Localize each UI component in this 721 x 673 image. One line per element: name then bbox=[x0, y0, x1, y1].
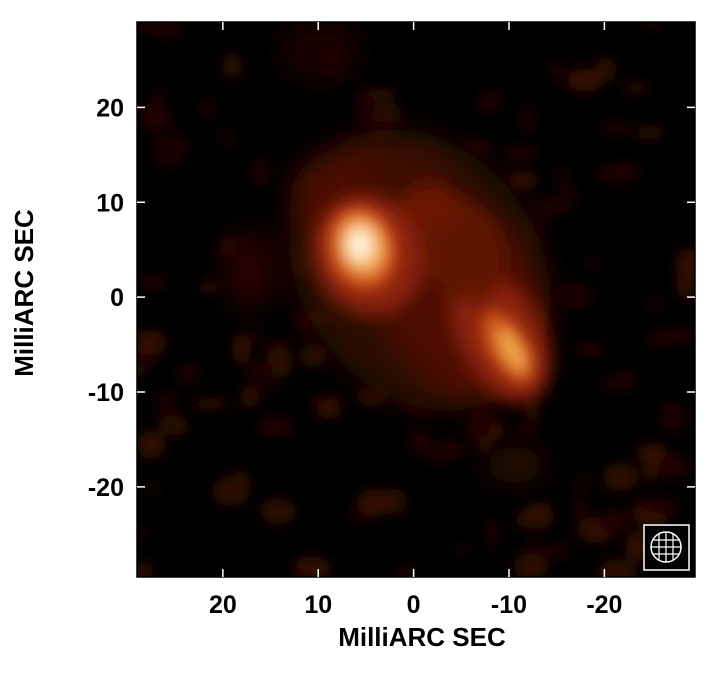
noise-blob bbox=[514, 423, 544, 436]
noise-blob bbox=[252, 159, 269, 188]
noise-blob bbox=[659, 402, 689, 432]
noise-blob bbox=[451, 544, 472, 556]
x-axis-title: MilliARC SEC bbox=[338, 622, 506, 652]
noise-blob bbox=[477, 90, 503, 115]
noise-blob bbox=[154, 390, 179, 420]
noise-blob bbox=[408, 428, 431, 457]
noise-blob bbox=[257, 416, 294, 436]
noise-blob bbox=[153, 133, 189, 167]
noise-blob bbox=[176, 363, 200, 385]
noise-blob bbox=[137, 431, 166, 459]
noise-blob bbox=[645, 331, 676, 347]
noise-blob bbox=[317, 398, 341, 420]
noise-blob bbox=[595, 167, 617, 181]
noise-blob bbox=[150, 91, 165, 104]
noise-blob bbox=[675, 248, 695, 282]
x-axis: 20 10 0 -10 -20 bbox=[209, 22, 622, 619]
noise-blob bbox=[195, 282, 222, 293]
noise-blob bbox=[574, 474, 588, 490]
noise-blob bbox=[292, 567, 306, 577]
x-tick-label: 0 bbox=[407, 591, 421, 619]
noise-blob bbox=[598, 375, 639, 393]
noise-blob bbox=[137, 22, 152, 32]
noise-blob bbox=[246, 321, 261, 350]
y-tick-label: -10 bbox=[88, 379, 124, 407]
noise-blob bbox=[357, 489, 392, 517]
noise-blob bbox=[137, 330, 168, 355]
noise-blob bbox=[219, 128, 235, 147]
noise-blob bbox=[513, 553, 549, 577]
noise-blob bbox=[608, 162, 641, 183]
noise-blob bbox=[642, 496, 682, 513]
noise-blob bbox=[519, 106, 536, 132]
noise-blob bbox=[595, 56, 617, 82]
noise-blob bbox=[139, 276, 168, 290]
noise-blob bbox=[502, 146, 539, 162]
noise-blob bbox=[658, 454, 690, 479]
x-tick-label: 20 bbox=[209, 591, 237, 619]
beam-marker bbox=[643, 524, 690, 571]
noise-blob bbox=[229, 470, 251, 504]
noise-blob bbox=[572, 494, 589, 524]
noise-blob bbox=[362, 88, 398, 100]
noise-blob bbox=[555, 166, 568, 183]
noise-blob bbox=[573, 343, 607, 357]
noise-blob bbox=[558, 544, 573, 559]
noise-blob bbox=[299, 342, 328, 368]
component-cores bbox=[327, 206, 535, 384]
emission-map bbox=[137, 22, 695, 577]
noise-blob bbox=[240, 386, 260, 408]
noise-blob bbox=[232, 333, 251, 365]
y-tick-label: 20 bbox=[96, 94, 124, 122]
noise-blob bbox=[645, 296, 662, 312]
noise-blob bbox=[644, 458, 660, 482]
noise-blob bbox=[554, 182, 578, 215]
noise-blob bbox=[145, 480, 161, 497]
noise-blob bbox=[370, 102, 402, 126]
noise-blob bbox=[465, 138, 494, 155]
noise-blob bbox=[545, 60, 566, 81]
noise-blob bbox=[523, 502, 555, 530]
noise-blob bbox=[148, 22, 184, 39]
noise-blob bbox=[525, 396, 539, 423]
noise-blob bbox=[138, 103, 173, 132]
y-tick-label: -20 bbox=[88, 474, 124, 502]
noise-blob bbox=[584, 257, 603, 270]
noise-blob bbox=[398, 563, 413, 577]
noise-blob bbox=[635, 443, 670, 464]
noise-blob bbox=[486, 518, 499, 550]
noise-blob bbox=[567, 69, 605, 92]
noise-blob bbox=[256, 382, 281, 394]
noise-blob bbox=[222, 52, 242, 79]
noise-blob bbox=[598, 558, 637, 577]
noise-blob bbox=[158, 415, 189, 436]
noise-blob bbox=[598, 509, 631, 533]
y-axis-title: MilliARC SEC bbox=[9, 209, 39, 377]
noise-blob bbox=[191, 398, 229, 410]
noise-blob bbox=[643, 22, 659, 33]
plot-frame bbox=[136, 21, 696, 578]
y-tick-label: 0 bbox=[110, 284, 124, 312]
noise-blob bbox=[506, 171, 539, 190]
noise-blob bbox=[634, 126, 665, 140]
y-tick-label: 10 bbox=[96, 189, 124, 217]
noise-blob bbox=[200, 97, 214, 119]
x-tick-label: 10 bbox=[304, 591, 332, 619]
noise-blob bbox=[137, 525, 147, 541]
noise-blob bbox=[244, 361, 273, 383]
x-tick-label: -10 bbox=[491, 591, 527, 619]
noise-blob bbox=[623, 82, 649, 93]
y-axis: 20 10 0 -10 -20 bbox=[88, 94, 695, 502]
noise-blob bbox=[426, 438, 444, 468]
noise-blob bbox=[599, 120, 633, 135]
noise-blob bbox=[137, 560, 153, 577]
noise-blob bbox=[260, 498, 297, 525]
noise-blob bbox=[611, 461, 629, 486]
noise-blob bbox=[556, 282, 594, 309]
noise-blob bbox=[356, 90, 372, 125]
noise-blob bbox=[473, 406, 491, 439]
x-tick-label: -20 bbox=[586, 591, 622, 619]
noise-blob bbox=[675, 275, 695, 298]
